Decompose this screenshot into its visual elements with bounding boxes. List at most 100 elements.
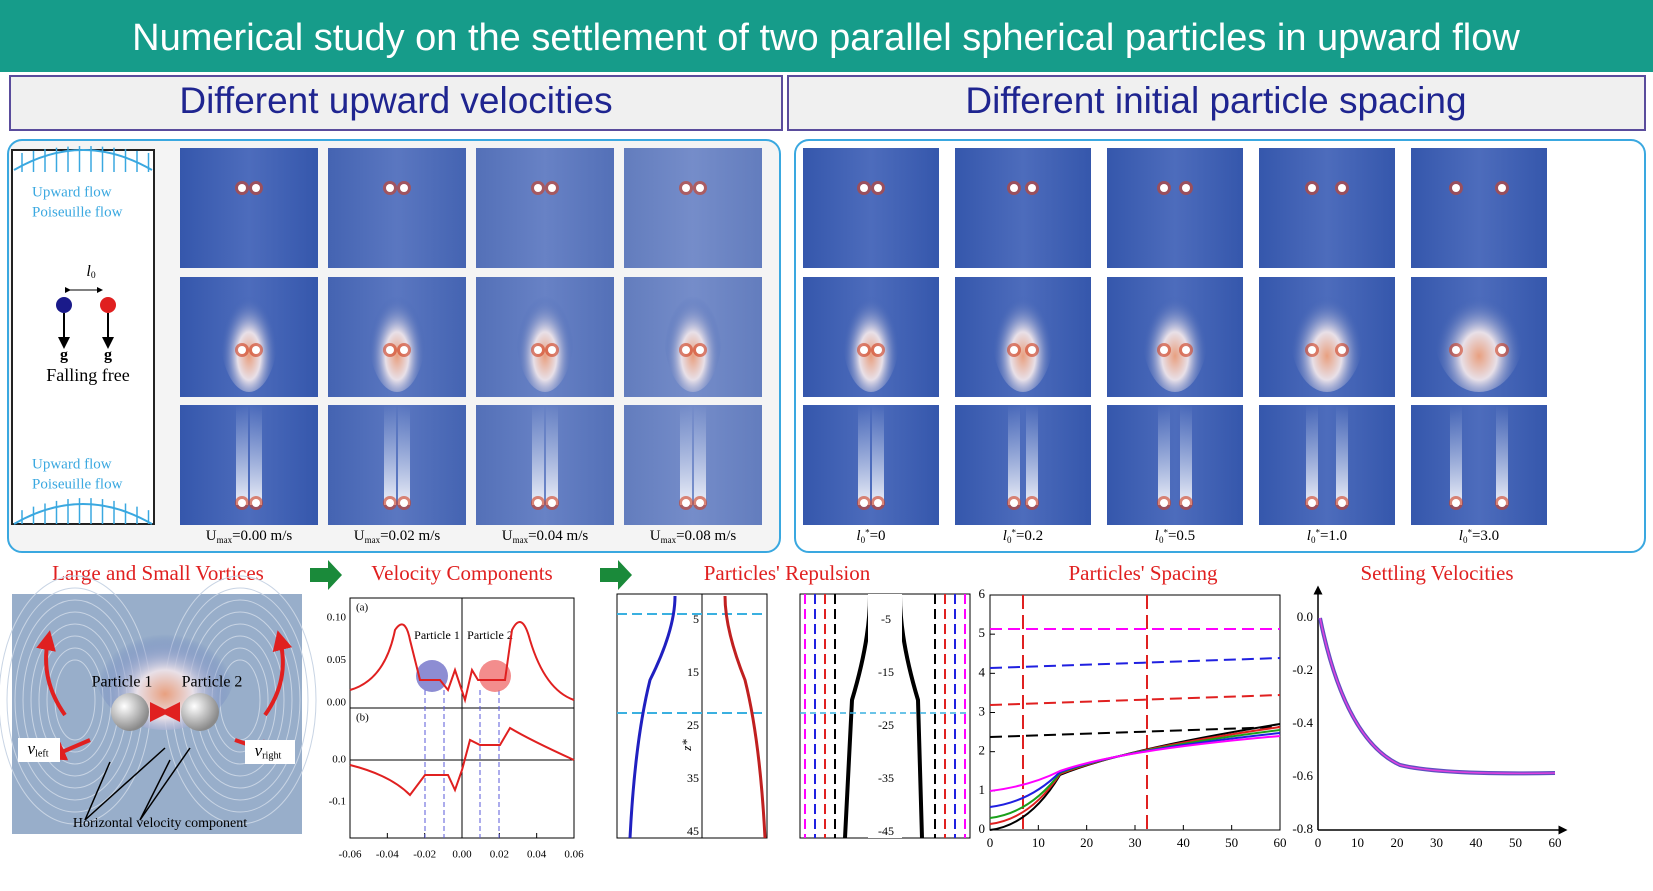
particle xyxy=(1160,346,1168,354)
wake xyxy=(694,405,706,505)
tick-label: 0.05 xyxy=(327,654,347,666)
wake xyxy=(680,405,692,505)
case-label: Umax=0.08 m/s xyxy=(650,528,737,544)
case-label: Umax=0.00 m/s xyxy=(206,528,293,544)
particle xyxy=(400,499,408,507)
case-label: vleft xyxy=(27,739,48,760)
particle xyxy=(1452,346,1460,354)
tick-label: 20 xyxy=(1080,835,1093,850)
tick-label: 60 xyxy=(1549,835,1562,850)
field-image xyxy=(955,148,1091,268)
particle xyxy=(238,499,246,507)
tick-label: -0.02 xyxy=(413,849,436,861)
label: Particle 2 xyxy=(182,674,243,691)
field-image xyxy=(1259,405,1395,525)
tick-label: 50 xyxy=(1509,835,1522,850)
particle xyxy=(400,184,408,192)
tick-label: 10 xyxy=(1351,835,1364,850)
velocity-arrow xyxy=(36,630,67,717)
subscript: 0 xyxy=(91,270,96,281)
particle xyxy=(100,297,116,313)
value: =0.02 m/s xyxy=(380,528,440,544)
wake xyxy=(368,272,426,392)
tick-label: -0.4 xyxy=(1292,715,1313,730)
label: g xyxy=(60,347,68,364)
tick-label: 50 xyxy=(1225,835,1238,850)
symbol: U xyxy=(206,528,217,544)
particle xyxy=(56,297,72,313)
subscript: max xyxy=(513,535,529,545)
wake xyxy=(384,405,396,505)
section-header xyxy=(787,75,1646,131)
label: (a) xyxy=(356,602,369,614)
particle-marker xyxy=(416,660,448,692)
particle xyxy=(534,184,542,192)
label: Upward flow xyxy=(32,456,112,472)
section-title: Different upward velocities xyxy=(179,80,612,121)
particle xyxy=(696,346,704,354)
value: =0.04 m/s xyxy=(528,528,588,544)
velocity-arrow xyxy=(263,630,293,717)
wake xyxy=(220,272,278,392)
value: =0 xyxy=(870,528,886,544)
subscript: right xyxy=(262,751,281,762)
symbol: l xyxy=(1003,528,1007,544)
case-label: l0*=0.2 xyxy=(1003,527,1043,545)
label: Upward flow xyxy=(32,184,112,200)
label-box xyxy=(18,738,60,762)
particle xyxy=(252,184,260,192)
tick-label: 30 xyxy=(1430,835,1443,850)
tick-label: 0.10 xyxy=(327,612,347,624)
tick-label: -0.6 xyxy=(1292,768,1313,783)
particle xyxy=(1028,346,1036,354)
curve xyxy=(349,726,575,797)
particle xyxy=(534,346,542,354)
field-image xyxy=(1259,148,1395,268)
field-image xyxy=(1411,405,1547,525)
particle xyxy=(874,346,882,354)
subscript: left xyxy=(35,749,49,760)
particle xyxy=(1338,184,1346,192)
tick-label: -0.1 xyxy=(329,796,346,808)
value: =0.2 xyxy=(1016,528,1043,544)
wake xyxy=(1142,272,1208,392)
label: z* xyxy=(679,739,694,752)
particle xyxy=(1010,346,1018,354)
subscript: 0 xyxy=(1311,535,1316,545)
particle xyxy=(682,184,690,192)
particle xyxy=(1338,346,1346,354)
stage-title: Large and Small Vortices xyxy=(52,561,264,585)
tick-label: -0.8 xyxy=(1292,821,1313,836)
field-image xyxy=(955,405,1091,525)
field-image xyxy=(476,148,614,268)
tick-label: -0.2 xyxy=(1292,662,1313,677)
particle xyxy=(1498,499,1506,507)
tick-label: -0.06 xyxy=(339,849,362,861)
wake xyxy=(872,405,884,505)
subscript: max xyxy=(661,535,677,545)
particle xyxy=(1028,499,1036,507)
field-image xyxy=(476,405,614,525)
symbol: v xyxy=(255,741,263,760)
title-bar xyxy=(0,0,1653,72)
tick-label: 1 xyxy=(979,782,986,797)
subscript: 0 xyxy=(1159,535,1164,545)
particle xyxy=(682,346,690,354)
particle xyxy=(548,499,556,507)
label: Horizontal velocity component xyxy=(73,816,247,831)
particle xyxy=(238,346,246,354)
field-image xyxy=(180,405,318,525)
particle xyxy=(548,184,556,192)
wake xyxy=(1290,272,1364,392)
tick-label: 35 xyxy=(687,771,699,785)
particle xyxy=(181,693,219,731)
particle xyxy=(874,499,882,507)
symbol: l xyxy=(1307,528,1311,544)
tick-label: 15 xyxy=(687,665,699,679)
tick-label: 60 xyxy=(1274,835,1287,850)
tick-label: 40 xyxy=(1177,835,1190,850)
field-image xyxy=(180,148,318,268)
wake xyxy=(1496,405,1508,505)
particle xyxy=(1182,499,1190,507)
tick-label: -45 xyxy=(878,824,894,838)
